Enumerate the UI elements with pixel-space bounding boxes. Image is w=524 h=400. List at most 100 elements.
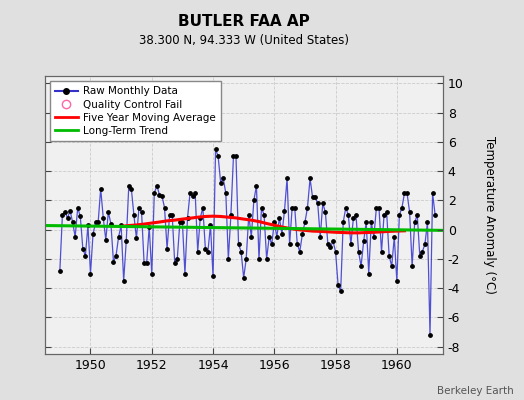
Point [186,190,194,196]
Point [227,212,235,218]
Point [199,204,207,211]
Text: Berkeley Earth: Berkeley Earth [437,386,514,396]
Point [278,231,286,237]
Point [127,186,136,192]
Legend: Raw Monthly Data, Quality Control Fail, Five Year Moving Average, Long-Term Tren: Raw Monthly Data, Quality Control Fail, … [50,81,221,141]
Point [426,332,434,338]
Point [421,241,429,248]
Point [357,263,365,270]
Point [288,204,297,211]
Point [232,153,240,160]
Point [423,219,432,226]
Point [56,268,64,274]
Point [166,212,174,218]
Point [369,234,378,240]
Point [234,241,243,248]
Point [408,263,417,270]
Point [239,275,248,281]
Point [110,259,118,265]
Point [311,194,319,201]
Point [354,248,363,255]
Point [298,231,307,237]
Point [257,204,266,211]
Point [388,263,396,270]
Point [201,246,210,252]
Point [336,288,345,294]
Point [268,241,276,248]
Point [209,273,217,280]
Point [183,215,192,221]
Point [367,219,376,226]
Point [242,256,250,262]
Point [395,212,403,218]
Point [191,190,199,196]
Point [61,209,69,215]
Point [104,209,113,215]
Point [148,270,156,277]
Point [362,219,370,226]
Point [102,237,110,243]
Point [352,212,360,218]
Text: BUTLER FAA AP: BUTLER FAA AP [178,14,310,29]
Point [230,153,238,160]
Point [222,190,230,196]
Point [283,175,291,182]
Point [280,208,289,214]
Point [163,246,171,252]
Point [375,204,383,211]
Point [347,241,355,248]
Point [329,238,337,244]
Point [342,204,350,211]
Point [130,212,138,218]
Point [224,256,233,262]
Point [214,153,222,160]
Point [390,234,398,240]
Point [89,231,97,237]
Point [140,260,148,266]
Point [125,182,133,189]
Point [290,204,299,211]
Point [406,209,414,215]
Point [76,213,84,220]
Point [160,204,169,211]
Point [119,278,128,284]
Point [252,182,260,189]
Point [168,212,177,218]
Point [377,248,386,255]
Y-axis label: Temperature Anomaly (°C): Temperature Anomaly (°C) [483,136,496,294]
Point [383,209,391,215]
Point [176,219,184,226]
Point [296,248,304,255]
Point [173,256,181,262]
Point [132,235,140,242]
Point [249,197,258,204]
Point [99,215,107,221]
Point [403,190,411,196]
Point [331,248,340,255]
Point [365,270,373,277]
Point [150,190,158,196]
Point [193,248,202,255]
Point [309,194,317,201]
Point [86,270,95,277]
Text: 38.300 N, 94.333 W (United States): 38.300 N, 94.333 W (United States) [139,34,348,47]
Point [69,219,77,226]
Point [334,282,342,288]
Point [260,212,268,218]
Point [170,260,179,266]
Point [155,191,163,198]
Point [275,215,283,221]
Point [385,253,394,259]
Point [237,248,245,255]
Point [306,175,314,182]
Point [114,234,123,240]
Point [137,209,146,215]
Point [81,253,90,259]
Point [145,224,154,230]
Point [316,234,324,240]
Point [349,215,357,221]
Point [189,193,197,199]
Point [63,215,72,221]
Point [96,186,105,192]
Point [413,212,421,218]
